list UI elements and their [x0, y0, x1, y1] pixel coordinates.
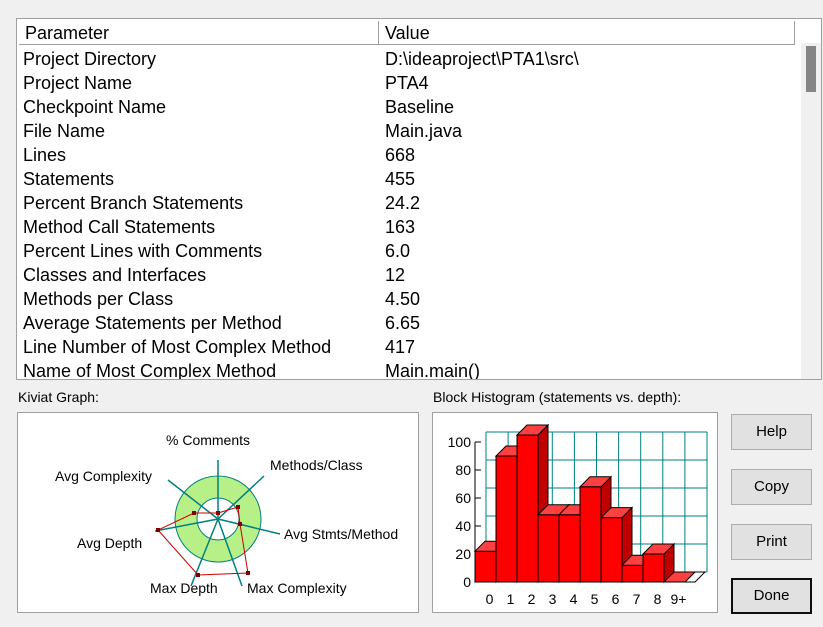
help-button[interactable]: Help — [731, 414, 812, 450]
value-cell: 6.65 — [385, 313, 421, 333]
kiviat-axis-line — [154, 518, 219, 532]
histogram-x-tick-label: 5 — [591, 591, 599, 607]
kiviat-axis-label: Methods/Class — [270, 457, 363, 473]
histogram-x-tick-label: 4 — [570, 591, 578, 607]
table-row[interactable]: Statements 455 — [17, 167, 797, 191]
value-cell: Main.main() — [385, 361, 481, 380]
table-row[interactable]: Name of Most Complex Method Main.main() — [17, 359, 797, 380]
histogram-x-tick-label: 7 — [633, 591, 641, 607]
value-cell: PTA4 — [385, 73, 429, 93]
table-row[interactable]: Average Statements per Method 6.65 — [17, 311, 797, 335]
print-button[interactable]: Print — [731, 524, 812, 560]
table-row[interactable]: Checkpoint Name Baseline — [17, 95, 797, 119]
kiviat-axis-label: Avg Complexity — [55, 468, 152, 484]
parameter-cell: Name of Most Complex Method — [23, 361, 277, 380]
parameter-cell: Percent Lines with Comments — [23, 241, 263, 261]
value-cell: Main.java — [385, 121, 463, 141]
copy-button[interactable]: Copy — [731, 469, 812, 505]
value-cell: 163 — [385, 217, 416, 237]
histogram-bar — [641, 542, 676, 584]
histogram-panel: 0 20 40 60 80 100 0 1 2 3 4 5 6 7 8 9+ — [432, 412, 718, 613]
value-cell: 24.2 — [385, 193, 421, 213]
kiviat-vertex — [192, 511, 196, 515]
scrollbar-thumb[interactable] — [806, 46, 816, 92]
parameter-cell: Classes and Interfaces — [23, 265, 207, 285]
value-cell: 668 — [385, 145, 416, 165]
value-cell: 6.0 — [385, 241, 411, 261]
kiviat-graph: % Comments Methods/Class Avg Stmts/Method M… — [55, 432, 398, 596]
histogram-x-tick-label: 8 — [654, 591, 662, 607]
kiviat-axis-label: Max Depth — [150, 580, 218, 596]
kiviat-vertex — [216, 511, 220, 515]
table-row[interactable]: Classes and Interfaces 12 — [17, 263, 797, 287]
histogram-y-tick-label: 60 — [455, 490, 471, 506]
histogram-y-tick-label: 40 — [455, 518, 471, 534]
kiviat-graph-label: Kiviat Graph: — [18, 389, 99, 405]
value-cell: 4.50 — [385, 289, 421, 309]
parameter-cell: File Name — [23, 121, 106, 141]
kiviat-axis-label: Avg Stmts/Method — [284, 526, 398, 542]
kiviat-axis-label: Max Complexity — [247, 580, 347, 596]
table-row[interactable]: Methods per Class 4.50 — [17, 287, 797, 311]
kiviat-vertex — [236, 505, 240, 509]
parameter-cell: Lines — [23, 145, 67, 165]
histogram-x-tick-label: 6 — [612, 591, 620, 607]
table-row[interactable]: Percent Branch Statements 24.2 — [17, 191, 797, 215]
parameter-cell: Methods per Class — [23, 289, 174, 309]
table-row[interactable]: Line Number of Most Complex Method 417 — [17, 335, 797, 359]
kiviat-vertex — [196, 573, 200, 577]
histogram-x-tick-label: 3 — [549, 591, 557, 607]
kiviat-axis-line — [217, 475, 265, 520]
parameter-cell: Statements — [23, 169, 115, 189]
histogram-bar — [662, 571, 697, 583]
vertical-scrollbar[interactable] — [801, 43, 821, 379]
table-row[interactable]: Method Call Statements 163 — [17, 215, 797, 239]
table-row[interactable]: Project Directory D:\ideaproject\PTA1\src… — [17, 47, 797, 71]
kiviat-vertex — [238, 522, 242, 526]
metrics-table: Parameter Value Project Directory D:\idea… — [16, 18, 822, 380]
kiviat-graph-panel: % Comments Methods/Class Avg Stmts/Method M… — [17, 412, 419, 613]
histogram-x-tick-label: 2 — [528, 591, 536, 607]
parameter-cell: Checkpoint Name — [23, 97, 167, 117]
histogram-y-tick-label: 100 — [448, 434, 472, 450]
parameter-cell: Project Name — [23, 73, 133, 93]
histogram-x-tick-label: 1 — [507, 591, 515, 607]
table-row[interactable]: Project Name PTA4 — [17, 71, 797, 95]
kiviat-vertex — [156, 528, 160, 532]
table-row[interactable]: File Name Main.java — [17, 119, 797, 143]
histogram-y-tick-label: 20 — [455, 546, 471, 562]
histogram-x-tick-label: 0 — [486, 591, 494, 607]
value-cell: Baseline — [385, 97, 455, 117]
parameter-cell: Method Call Statements — [23, 217, 216, 237]
histogram-y-tick-label: 0 — [463, 574, 471, 590]
value-cell: D:\ideaproject\PTA1\src\ — [385, 49, 579, 69]
value-cell: 12 — [385, 265, 406, 285]
parameter-cell: Average Statements per Method — [23, 313, 282, 333]
column-header-value[interactable]: Value — [379, 21, 795, 45]
kiviat-axis-line — [217, 518, 281, 535]
kiviat-axis-line — [217, 518, 243, 587]
value-cell: 455 — [385, 169, 416, 189]
table-row[interactable]: Lines 668 — [17, 143, 797, 167]
table-body: Project Directory D:\ideaproject\PTA1\src… — [17, 47, 797, 380]
parameter-cell: Percent Branch Statements — [23, 193, 244, 213]
kiviat-axis-line — [190, 518, 219, 587]
kiviat-metric-polygon — [157, 506, 249, 576]
table-row[interactable]: Percent Lines with Comments 6.0 — [17, 239, 797, 263]
parameter-cell: Project Directory — [23, 49, 157, 69]
histogram-y-tick-label: 80 — [455, 462, 471, 478]
histogram-x-tick-label: 9+ — [671, 591, 687, 607]
kiviat-axis-label: Avg Depth — [77, 535, 142, 551]
histogram-label: Block Histogram (statements vs. depth): — [433, 389, 682, 405]
parameter-cell: Line Number of Most Complex Method — [23, 337, 332, 357]
kiviat-vertex — [246, 571, 250, 575]
kiviat-axis-label: % Comments — [166, 432, 250, 448]
done-button[interactable]: Done — [731, 578, 812, 614]
column-header-parameter[interactable]: Parameter — [19, 21, 379, 45]
value-cell: 417 — [385, 337, 416, 357]
